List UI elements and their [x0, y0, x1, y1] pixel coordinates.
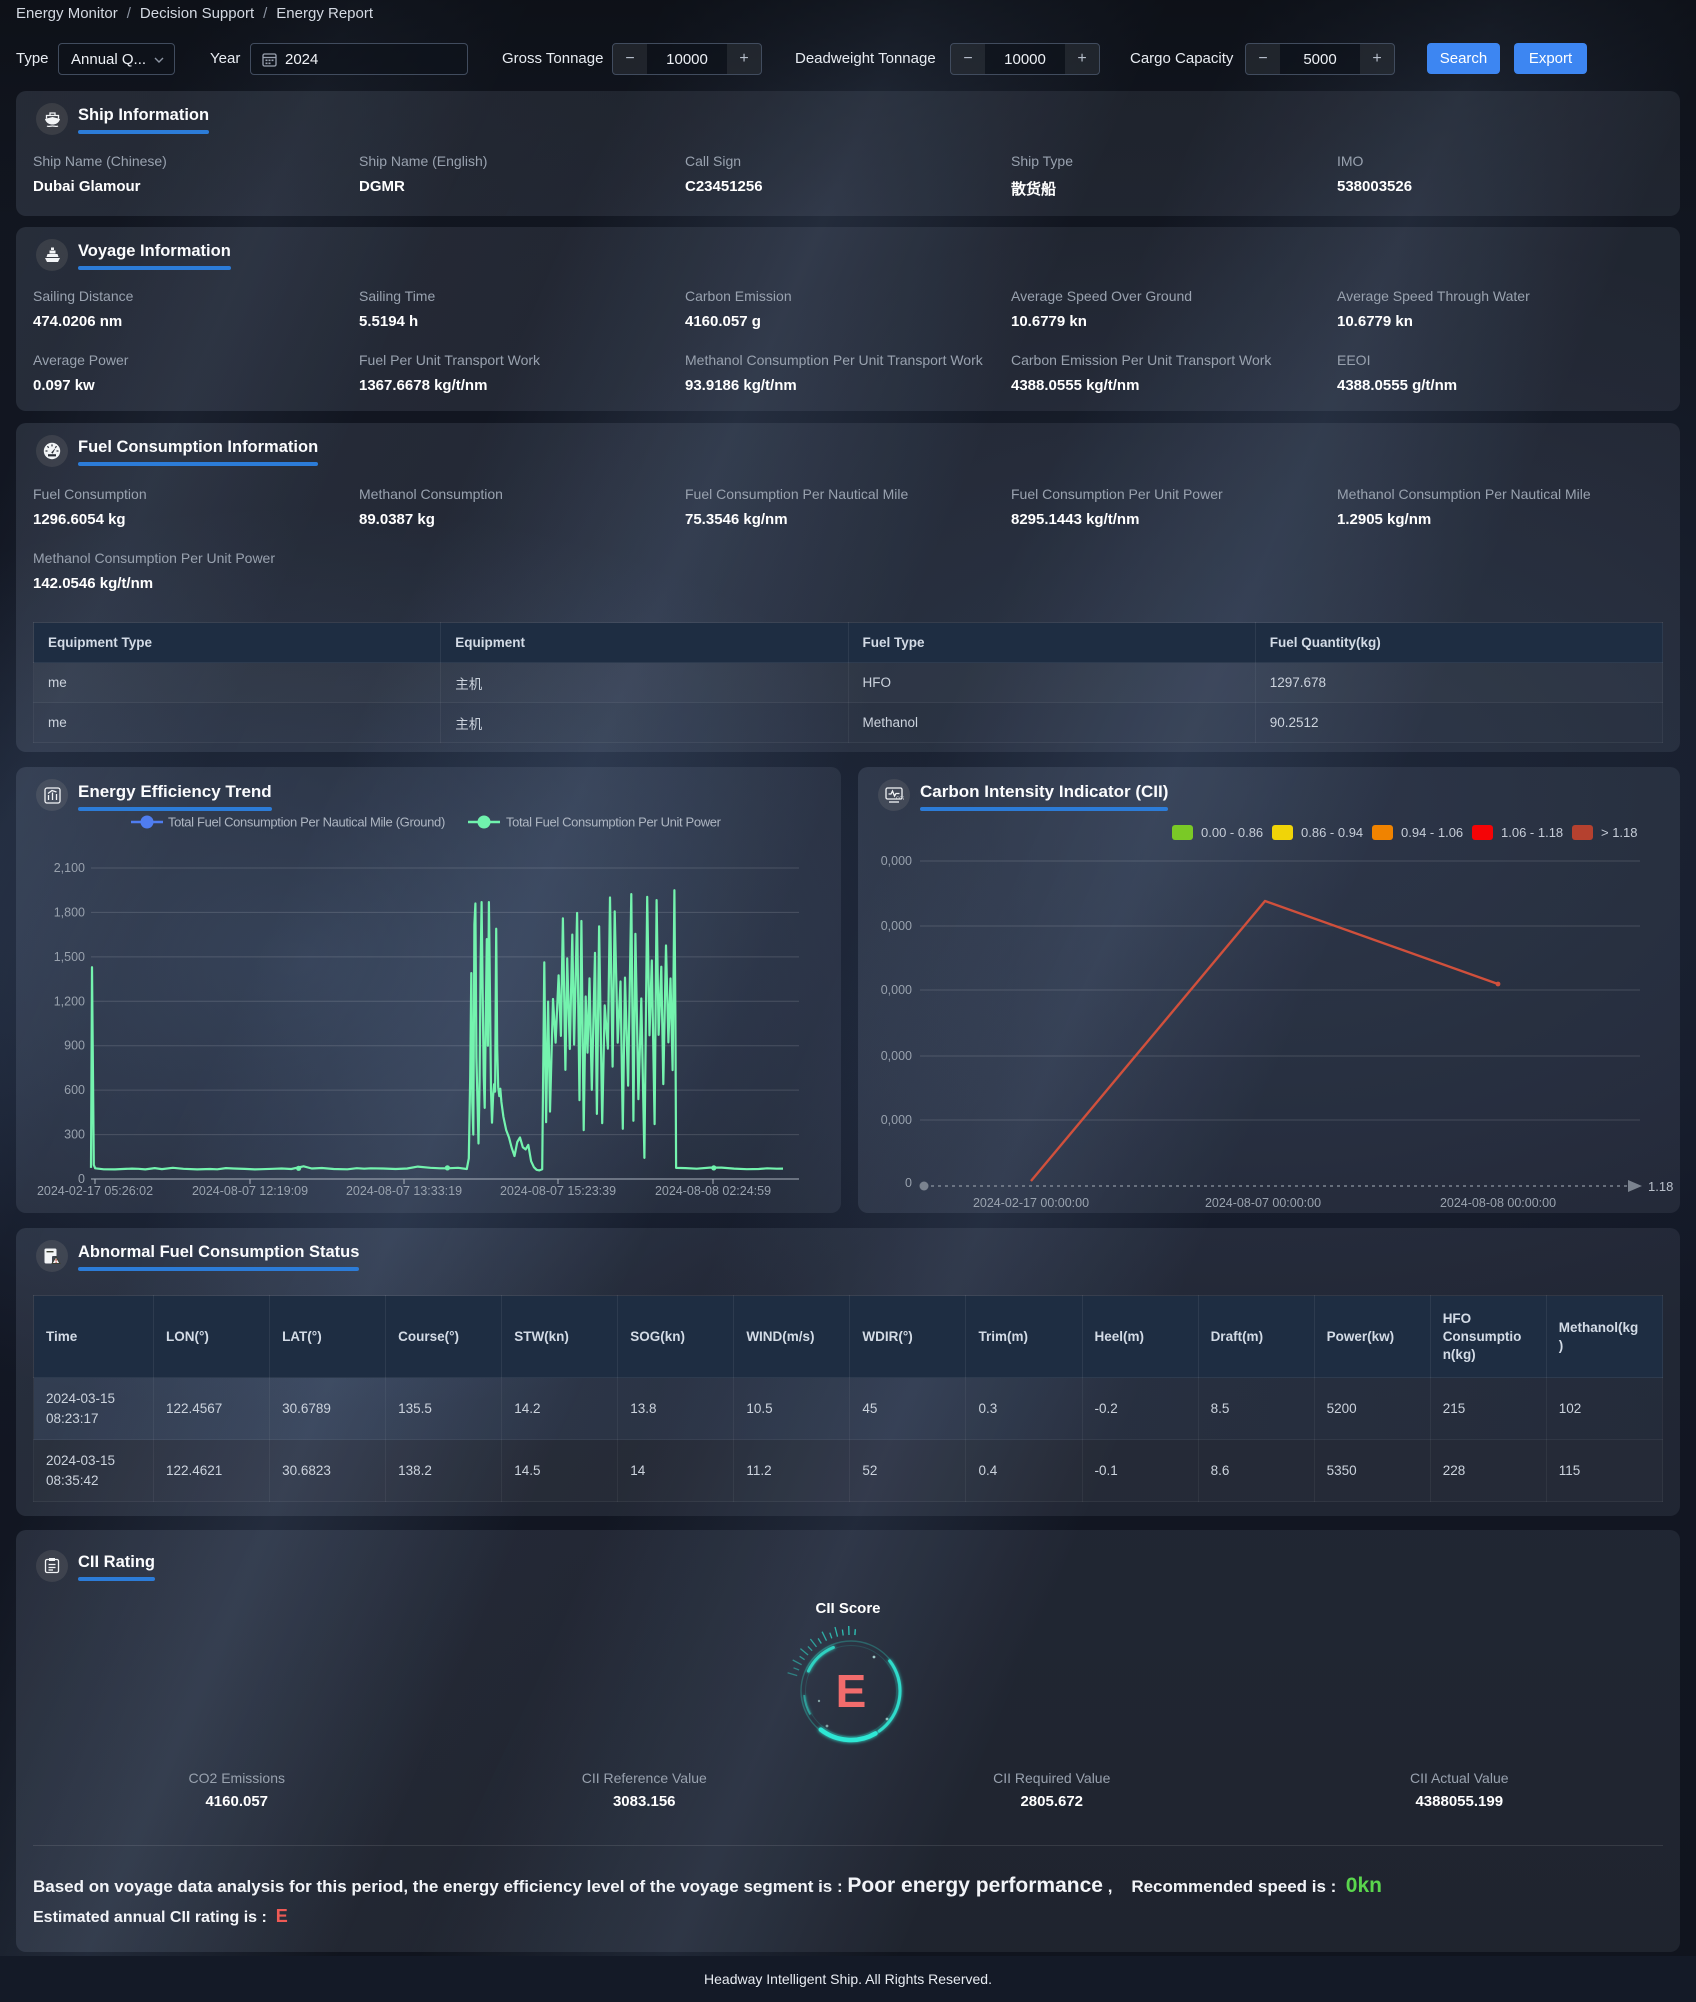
svg-text:0: 0: [905, 1176, 912, 1190]
svg-text:> 1.18: > 1.18: [1601, 825, 1638, 840]
svg-text:0.00 - 0.86: 0.00 - 0.86: [1201, 825, 1263, 840]
svg-text:0.86 - 0.94: 0.86 - 0.94: [1301, 825, 1363, 840]
svg-text:0,000: 0,000: [881, 983, 912, 997]
svg-text:1,500: 1,500: [54, 950, 85, 964]
svg-text:0.94 - 1.06: 0.94 - 1.06: [1401, 825, 1463, 840]
svg-text:2024-08-08 00:00:00: 2024-08-08 00:00:00: [1440, 1196, 1556, 1210]
svg-text:2,100: 2,100: [54, 861, 85, 875]
svg-text:2024-08-08 02:24:59: 2024-08-08 02:24:59: [655, 1184, 771, 1198]
svg-text:2024-02-17 00:00:00: 2024-02-17 00:00:00: [973, 1196, 1089, 1210]
svg-text:0,000: 0,000: [881, 1049, 912, 1063]
svg-text:Total Fuel Consumption Per Uni: Total Fuel Consumption Per Unit Power: [506, 815, 722, 830]
svg-text:1,200: 1,200: [54, 994, 85, 1008]
svg-text:2024-08-07 13:33:19: 2024-08-07 13:33:19: [346, 1184, 462, 1198]
svg-text:2024-08-07 15:23:39: 2024-08-07 15:23:39: [500, 1184, 616, 1198]
svg-text:CO2: CO2: [896, 796, 904, 801]
svg-text:600: 600: [64, 1083, 85, 1097]
svg-text:1.18: 1.18: [1648, 1179, 1673, 1194]
svg-text:300: 300: [64, 1128, 85, 1142]
svg-text:2024-08-07 12:19:09: 2024-08-07 12:19:09: [192, 1184, 308, 1198]
svg-text:0,000: 0,000: [881, 919, 912, 933]
svg-text:0: 0: [78, 1172, 85, 1186]
svg-text:1,800: 1,800: [54, 905, 85, 919]
svg-text:0,000: 0,000: [881, 1113, 912, 1127]
svg-text:2024-02-17 05:26:02: 2024-02-17 05:26:02: [37, 1184, 153, 1198]
svg-text:Total Fuel Consumption Per Nau: Total Fuel Consumption Per Nautical Mile…: [168, 815, 445, 830]
svg-text:2024-08-07 00:00:00: 2024-08-07 00:00:00: [1205, 1196, 1321, 1210]
svg-text:E: E: [836, 1665, 867, 1717]
svg-text:1.06 - 1.18: 1.06 - 1.18: [1501, 825, 1563, 840]
svg-text:900: 900: [64, 1039, 85, 1053]
svg-text:0,000: 0,000: [881, 854, 912, 868]
